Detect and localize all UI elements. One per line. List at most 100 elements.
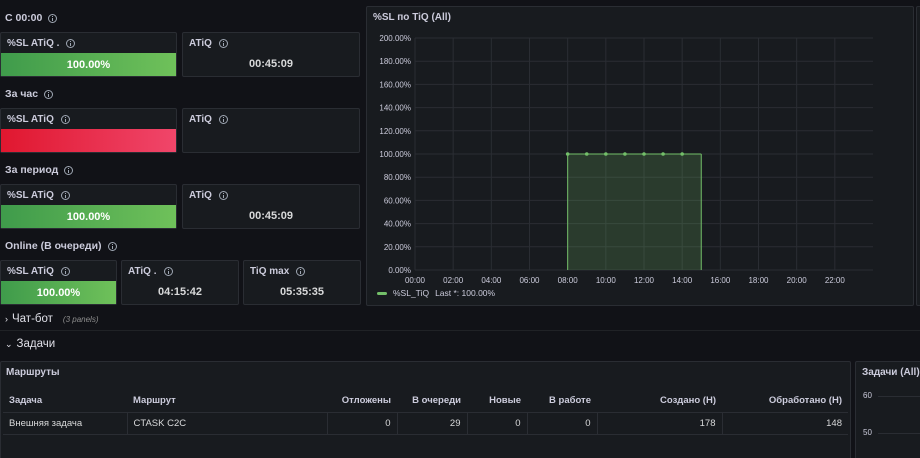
y-tick-label: 80.00% xyxy=(384,173,411,182)
sl-value-bar: 100.00% xyxy=(1,205,176,228)
row-chatbot[interactable]: › Чат-бот (3 panels) xyxy=(5,311,920,327)
sl-value-bar: 100.00% xyxy=(1,281,116,304)
column-header[interactable]: Новые xyxy=(467,390,527,413)
stat-panel-sl-online[interactable]: %SL ATiQ 100.00% xyxy=(0,260,117,305)
info-icon[interactable] xyxy=(218,115,228,124)
row-chatbot-title: Чат-бот xyxy=(12,313,53,325)
info-icon[interactable] xyxy=(48,13,58,23)
stat-panel-atiq-hour[interactable]: ATiQ xyxy=(182,108,360,153)
gridline xyxy=(878,396,920,397)
x-tick-label: 08:00 xyxy=(558,276,579,285)
sl-value-bar: 100.00% xyxy=(1,53,176,76)
table-cell: Внешняя задача xyxy=(3,412,128,435)
y-tick-label: 140.00% xyxy=(379,104,411,113)
info-icon[interactable] xyxy=(218,39,228,48)
row-label: За период xyxy=(5,164,59,176)
info-icon[interactable] xyxy=(218,191,228,200)
stat-panel-atiq-online[interactable]: ATiQ . 04:15:42 xyxy=(121,260,239,305)
data-point xyxy=(565,152,570,156)
data-point xyxy=(604,152,608,156)
panel-title: ATiQ xyxy=(189,38,212,49)
x-tick-label: 12:00 xyxy=(634,276,655,285)
chart-legend[interactable]: %SL_TiQ Last *: 100.00% xyxy=(377,288,495,298)
y-tick-label: 20.00% xyxy=(384,243,411,252)
legend-series-name: %SL_TiQ xyxy=(393,288,430,298)
cut-off-panel xyxy=(916,6,920,306)
y-tick-label: 160.00% xyxy=(379,80,411,89)
info-icon[interactable] xyxy=(44,89,54,99)
x-tick-label: 10:00 xyxy=(596,276,617,285)
panel-title: %SL ATiQ . xyxy=(7,38,60,49)
stat-panel-atiq-midnight[interactable]: ATiQ 00:45:09 xyxy=(182,32,360,77)
x-tick-label: 04:00 xyxy=(481,276,502,285)
table-row[interactable]: Внешняя задача CTASK C2C 0 29 0 0 178 14… xyxy=(3,412,848,435)
row-label: Online (В очереди) xyxy=(5,240,102,252)
column-header[interactable]: Обработано (H) xyxy=(722,390,848,413)
atiq-value: 04:15:42 xyxy=(157,286,203,298)
x-tick-label: 18:00 xyxy=(748,276,769,285)
x-tick-label: 20:00 xyxy=(787,276,808,285)
column-header[interactable]: В работе xyxy=(527,390,597,413)
info-icon[interactable] xyxy=(64,165,74,175)
table-cell: 0 xyxy=(327,412,398,435)
x-tick-label: 06:00 xyxy=(519,276,540,285)
data-point xyxy=(642,152,646,156)
panel-title: ATiQ . xyxy=(128,266,157,277)
y-tick-label: 0.00% xyxy=(388,266,411,275)
table-header-row: Задача Маршрут Отложены В очереди Новые … xyxy=(3,390,848,413)
panel-title: %SL ATiQ xyxy=(7,266,54,277)
column-header[interactable]: В очереди xyxy=(397,390,467,413)
row-panel-count: (3 panels) xyxy=(62,314,99,324)
panel-title: %SL ATiQ xyxy=(7,114,54,125)
sl-tiq-chart-panel[interactable]: %SL по TiQ (All) 0.00% 20.00% 40.00% 60.00%… xyxy=(366,6,914,306)
row-label: За час xyxy=(5,88,39,100)
panel-title: TiQ max xyxy=(250,266,290,277)
y-tick-label: 120.00% xyxy=(379,127,411,136)
chart-title: %SL по TiQ (All) xyxy=(373,12,451,23)
y-tick-label: 60 xyxy=(863,391,872,400)
info-icon[interactable] xyxy=(60,191,70,200)
table-cell: 148 xyxy=(722,412,848,435)
row-tasks[interactable]: ⌄ Задачи xyxy=(5,336,920,352)
routes-table: Задача Маршрут Отложены В очереди Новые … xyxy=(3,390,848,435)
info-icon[interactable] xyxy=(60,115,70,124)
panel-title: Задачи (All) xyxy=(862,367,920,378)
gridline xyxy=(878,433,920,434)
series-area xyxy=(567,154,702,270)
column-header[interactable]: Создано (H) xyxy=(597,390,722,413)
panel-title: %SL ATiQ xyxy=(7,190,54,201)
table-cell: 29 xyxy=(397,412,468,435)
routes-table-panel[interactable]: Маршруты Задача Маршрут Отложены В очере… xyxy=(0,361,851,458)
info-icon[interactable] xyxy=(107,241,117,251)
atiq-value: 00:45:09 xyxy=(248,58,294,70)
info-icon[interactable] xyxy=(60,267,70,276)
info-icon[interactable] xyxy=(296,267,306,276)
info-icon[interactable] xyxy=(163,267,173,276)
stat-panel-sl-period[interactable]: %SL ATiQ 100.00% xyxy=(0,184,177,229)
chevron-down-icon: ⌄ xyxy=(5,338,13,349)
tiq-max-value: 05:35:35 xyxy=(279,286,325,298)
data-point xyxy=(661,152,665,156)
x-tick-label: 02:00 xyxy=(443,276,464,285)
tasks-chart-panel[interactable]: Задачи (All) 60 50 xyxy=(855,361,920,458)
row-title-online: Online (В очереди) xyxy=(5,240,117,252)
stat-panel-atiq-period[interactable]: ATiQ 00:45:09 xyxy=(182,184,360,229)
y-tick-label: 40.00% xyxy=(384,220,411,229)
chart-svg: 0.00% 20.00% 40.00% 60.00% 80.00% 100.00% 120.… xyxy=(379,34,873,285)
row-title-per-period: За период xyxy=(5,164,74,176)
column-header[interactable]: Задача xyxy=(3,390,127,413)
y-tick-label: 100.00% xyxy=(379,150,411,159)
column-header[interactable]: Маршрут xyxy=(127,390,327,413)
x-tick-label: 16:00 xyxy=(710,276,731,285)
stat-panel-sl-hour[interactable]: %SL ATiQ xyxy=(0,108,177,153)
data-point xyxy=(680,152,684,156)
stat-panel-tiq-max[interactable]: TiQ max 05:35:35 xyxy=(243,260,361,305)
legend-last-value: Last *: 100.00% xyxy=(435,288,496,298)
row-title-since-midnight: С 00:00 xyxy=(5,12,58,24)
stat-panel-sl-midnight[interactable]: %SL ATiQ . 100.00% xyxy=(0,32,177,77)
y-tick-label: 50 xyxy=(863,428,872,437)
y-tick-label: 180.00% xyxy=(379,57,411,66)
column-header[interactable]: Отложены xyxy=(327,390,397,413)
sl-value-bar xyxy=(1,129,176,152)
info-icon[interactable] xyxy=(66,39,76,48)
